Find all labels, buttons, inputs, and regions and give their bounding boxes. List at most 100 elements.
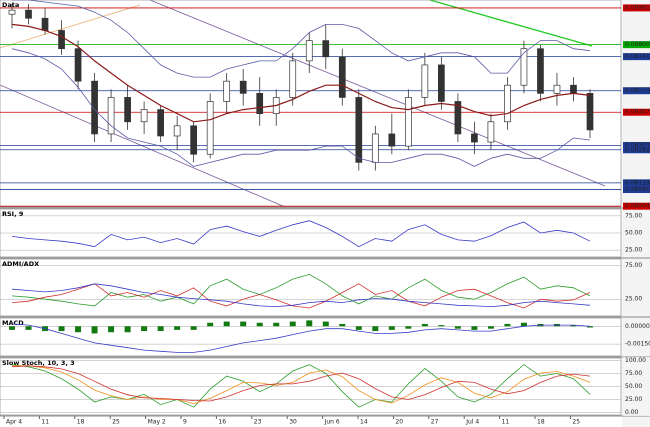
candle-body	[371, 133, 379, 163]
histogram-bar	[157, 326, 164, 332]
x-tick-label: 20	[395, 419, 403, 426]
trend-line	[0, 4, 141, 49]
panel-frame	[0, 0, 622, 208]
candle-body	[570, 84, 577, 94]
candle-body	[190, 125, 198, 155]
y-tick-label: 50.00	[625, 383, 642, 390]
histogram-bar	[91, 326, 98, 334]
x-tick-label: 9	[183, 419, 187, 426]
y-tick-label: 25.00	[625, 247, 642, 254]
histogram-bar	[520, 322, 527, 327]
histogram-bar	[75, 326, 82, 333]
candle-body	[305, 40, 313, 62]
y-tick-label: 75.00	[625, 262, 642, 269]
histogram-bar	[273, 322, 280, 327]
candle-body	[438, 64, 445, 102]
trend-line	[149, 0, 606, 187]
panel-frame	[0, 258, 622, 317]
histogram-bar	[174, 326, 181, 330]
candle-body	[41, 17, 49, 31]
histogram-bar	[9, 326, 15, 330]
x-tick-label: 23	[254, 419, 262, 426]
x-tick-label: 25	[572, 419, 580, 426]
candle-body	[471, 133, 478, 143]
histogram-bar	[289, 321, 296, 327]
tick-label-box	[623, 179, 650, 187]
histogram-bar	[504, 323, 511, 327]
candle-body	[586, 93, 594, 131]
panel-title: Slow Stoch, 10, 3, 3	[2, 359, 75, 367]
histogram-bar	[339, 323, 346, 327]
tick-label-box	[623, 357, 650, 365]
candle-body	[206, 101, 214, 155]
y-tick-label: 0.00	[625, 409, 639, 416]
candle-body	[25, 9, 32, 19]
candle-body	[537, 48, 544, 94]
candle-body	[553, 84, 561, 94]
histogram-bar	[124, 326, 131, 333]
tick-label-box	[623, 395, 650, 403]
y-tick-label: 75.00	[625, 212, 642, 219]
y-tick-label: 0.08119	[625, 179, 650, 186]
candle-body	[355, 97, 363, 163]
tick-label-box	[623, 262, 650, 270]
tick-label-box	[623, 322, 650, 330]
histogram-bar	[355, 326, 362, 330]
histogram-bar	[25, 326, 32, 330]
panel-title: Data	[2, 1, 19, 9]
tick-label-box	[623, 383, 650, 390]
histogram-bar	[223, 321, 230, 327]
indicator-line	[11, 273, 591, 307]
histogram-bar	[141, 326, 148, 332]
candle-body	[504, 84, 511, 123]
histogram-bar	[372, 326, 379, 332]
x-tick-label: 11	[41, 419, 49, 426]
x-tick-label: 14	[360, 419, 368, 426]
y-tick-label: -0.00150	[625, 341, 650, 348]
y-tick-label: 0.08303	[625, 142, 650, 149]
x-tick-label: 30	[289, 419, 297, 426]
candle-body	[124, 97, 131, 123]
indicator-line	[11, 323, 591, 353]
candle-body	[487, 121, 495, 143]
indicator-line	[11, 365, 591, 402]
x-tick-label: Apr 4	[6, 419, 22, 426]
y-tick-label: 0.08981	[625, 4, 650, 11]
indicator-line	[11, 23, 591, 123]
tick-label-box	[623, 146, 650, 154]
histogram-bar	[322, 321, 329, 327]
panel-title: RSI, 9	[2, 210, 24, 218]
y-tick-label: 25.00	[625, 296, 642, 303]
panel-title: MACD	[2, 319, 24, 327]
candle-body	[256, 93, 264, 114]
candle-body	[421, 64, 429, 98]
tick-label-box	[623, 295, 650, 303]
candle-body	[8, 9, 16, 15]
candle-body	[223, 80, 231, 102]
histogram-bar	[454, 326, 461, 329]
x-tick-label: 25	[112, 419, 120, 426]
x-tick-label: 18	[537, 419, 545, 426]
tick-label-box	[623, 246, 650, 254]
histogram-bar	[108, 326, 115, 333]
y-tick-label: 0.08282	[625, 146, 650, 153]
x-tick-label: 16	[218, 419, 226, 426]
y-tick-label: 75.00	[625, 370, 642, 377]
indicator-line	[11, 220, 591, 248]
tick-label-box	[623, 408, 650, 416]
candle-body	[107, 97, 115, 135]
y-tick-label: 0.08800	[625, 41, 650, 48]
histogram-bar	[58, 326, 65, 332]
tick-label-box	[623, 340, 650, 348]
y-tick-label: 0.08573	[625, 87, 650, 94]
indicator-line	[12, 0, 591, 78]
histogram-bar	[306, 320, 313, 327]
candle-body	[173, 125, 181, 137]
tick-label-box	[623, 212, 650, 220]
trend-line	[0, 84, 286, 208]
candle-body	[454, 101, 462, 135]
tick-label-box	[623, 41, 650, 49]
y-tick-label: 25.00	[625, 396, 642, 403]
x-tick-label: 11	[502, 419, 510, 426]
